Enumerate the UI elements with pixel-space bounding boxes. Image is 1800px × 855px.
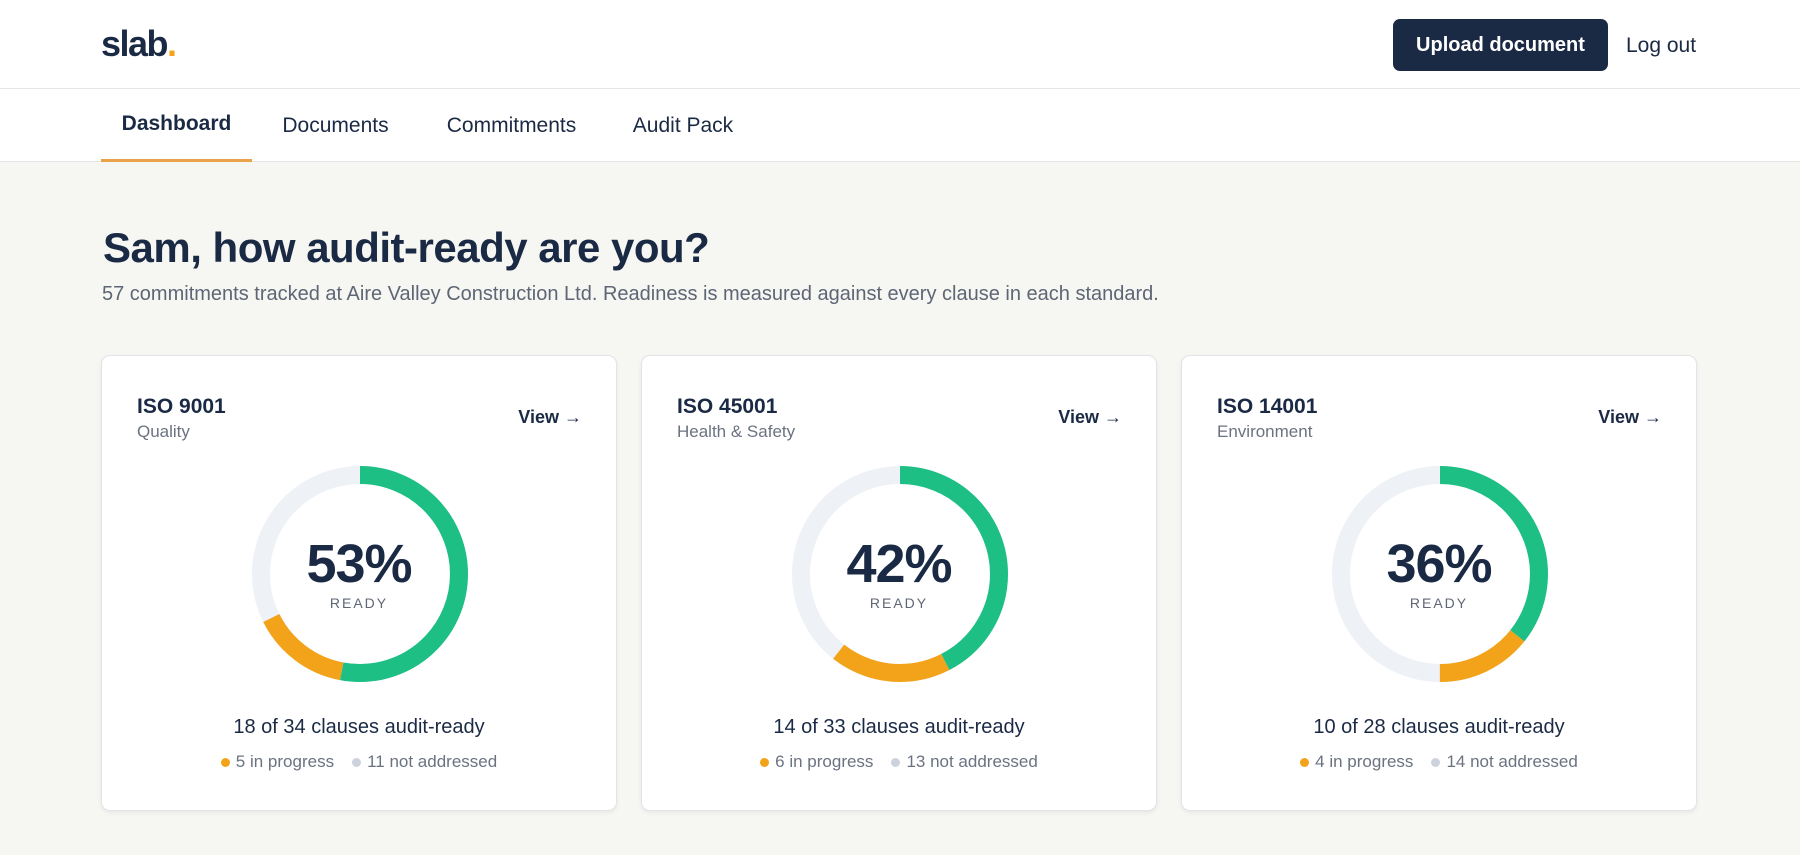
logo-text: slab bbox=[101, 23, 169, 64]
standard-card-iso-9001: ISO 9001 Quality View → 53% READY 18 of … bbox=[101, 355, 617, 811]
donut-in-progress-segment bbox=[792, 466, 1008, 682]
view-link[interactable]: View → bbox=[1598, 407, 1662, 427]
not-addressed-count: 14 not addressed bbox=[1446, 752, 1578, 771]
not-addressed-dot-icon bbox=[891, 757, 901, 767]
readiness-percent: 36% bbox=[1386, 534, 1492, 594]
logout-link[interactable]: Log out bbox=[1626, 34, 1697, 57]
not-addressed-dot-icon bbox=[352, 757, 362, 767]
top-bar: slab. Upload document Log out bbox=[0, 0, 1800, 89]
donut-ready-segment bbox=[1332, 466, 1548, 682]
clauses-summary: 18 of 34 clauses audit-ready bbox=[233, 716, 485, 738]
ready-label: READY bbox=[329, 595, 389, 611]
legend-in-progress: 5 in progress bbox=[220, 751, 335, 773]
slab-logo[interactable]: slab. bbox=[101, 22, 177, 66]
donut-ready-segment bbox=[792, 466, 1008, 682]
not-addressed-count: 13 not addressed bbox=[906, 752, 1038, 771]
standard-category: Quality bbox=[137, 422, 190, 441]
standard-name: ISO 45001 bbox=[677, 395, 778, 418]
in-progress-dot-icon bbox=[760, 757, 770, 767]
view-link[interactable]: View → bbox=[1058, 407, 1122, 427]
page-subtitle: 57 commitments tracked at Aire Valley Co… bbox=[102, 283, 1159, 305]
tab-dashboard[interactable]: Dashboard bbox=[101, 89, 252, 162]
not-addressed-count: 11 not addressed bbox=[367, 752, 498, 771]
legend-in-progress: 4 in progress bbox=[1300, 751, 1413, 773]
standard-category: Health & Safety bbox=[677, 422, 796, 441]
upload-document-button[interactable]: Upload document bbox=[1393, 19, 1608, 71]
in-progress-count: 4 in progress bbox=[1315, 752, 1414, 771]
readiness-percent: 42% bbox=[846, 534, 952, 594]
readiness-percent: 53% bbox=[306, 534, 412, 594]
in-progress-dot-icon bbox=[220, 757, 230, 767]
view-link[interactable]: View → bbox=[518, 407, 582, 427]
tab-bar: Dashboard Documents Commitments Audit Pa… bbox=[0, 89, 1800, 162]
status-legend: 6 in progress 13 not addressed bbox=[642, 751, 1156, 773]
logo-dot: . bbox=[167, 23, 177, 64]
in-progress-count: 6 in progress bbox=[775, 752, 874, 771]
standard-name: ISO 9001 bbox=[137, 395, 226, 418]
standard-category: Environment bbox=[1217, 422, 1313, 441]
readiness-donut bbox=[1332, 466, 1548, 682]
page-title: Sam, how audit-ready are you? bbox=[103, 224, 710, 271]
tab-documents[interactable]: Documents bbox=[282, 113, 389, 137]
legend-not-addressed: 13 not addressed bbox=[891, 751, 1038, 773]
ready-label: READY bbox=[1409, 595, 1469, 611]
standard-name: ISO 14001 bbox=[1217, 395, 1318, 418]
legend-not-addressed: 14 not addressed bbox=[1431, 751, 1578, 773]
legend-in-progress: 6 in progress bbox=[760, 751, 873, 773]
donut-in-progress-segment bbox=[1332, 466, 1548, 682]
status-legend: 4 in progress 14 not addressed bbox=[1182, 751, 1696, 773]
not-addressed-dot-icon bbox=[1431, 757, 1441, 767]
status-legend: 5 in progress 11 not addressed bbox=[102, 751, 616, 773]
readiness-donut bbox=[252, 466, 468, 682]
legend-not-addressed: 11 not addressed bbox=[352, 751, 497, 773]
in-progress-count: 5 in progress bbox=[235, 752, 335, 771]
clauses-summary: 14 of 33 clauses audit-ready bbox=[773, 716, 1025, 738]
standard-card-iso-14001: ISO 14001 Environment View → 36% READY 1… bbox=[1181, 355, 1697, 811]
tab-commitments[interactable]: Commitments bbox=[446, 113, 577, 137]
in-progress-dot-icon bbox=[1300, 757, 1310, 767]
clauses-summary: 10 of 28 clauses audit-ready bbox=[1313, 716, 1565, 738]
donut-ready-segment bbox=[252, 466, 468, 682]
ready-label: READY bbox=[869, 595, 929, 611]
standard-card-iso-45001: ISO 45001 Health & Safety View → 42% REA… bbox=[641, 355, 1157, 811]
tab-audit-pack[interactable]: Audit Pack bbox=[632, 113, 734, 137]
readiness-donut bbox=[792, 466, 1008, 682]
